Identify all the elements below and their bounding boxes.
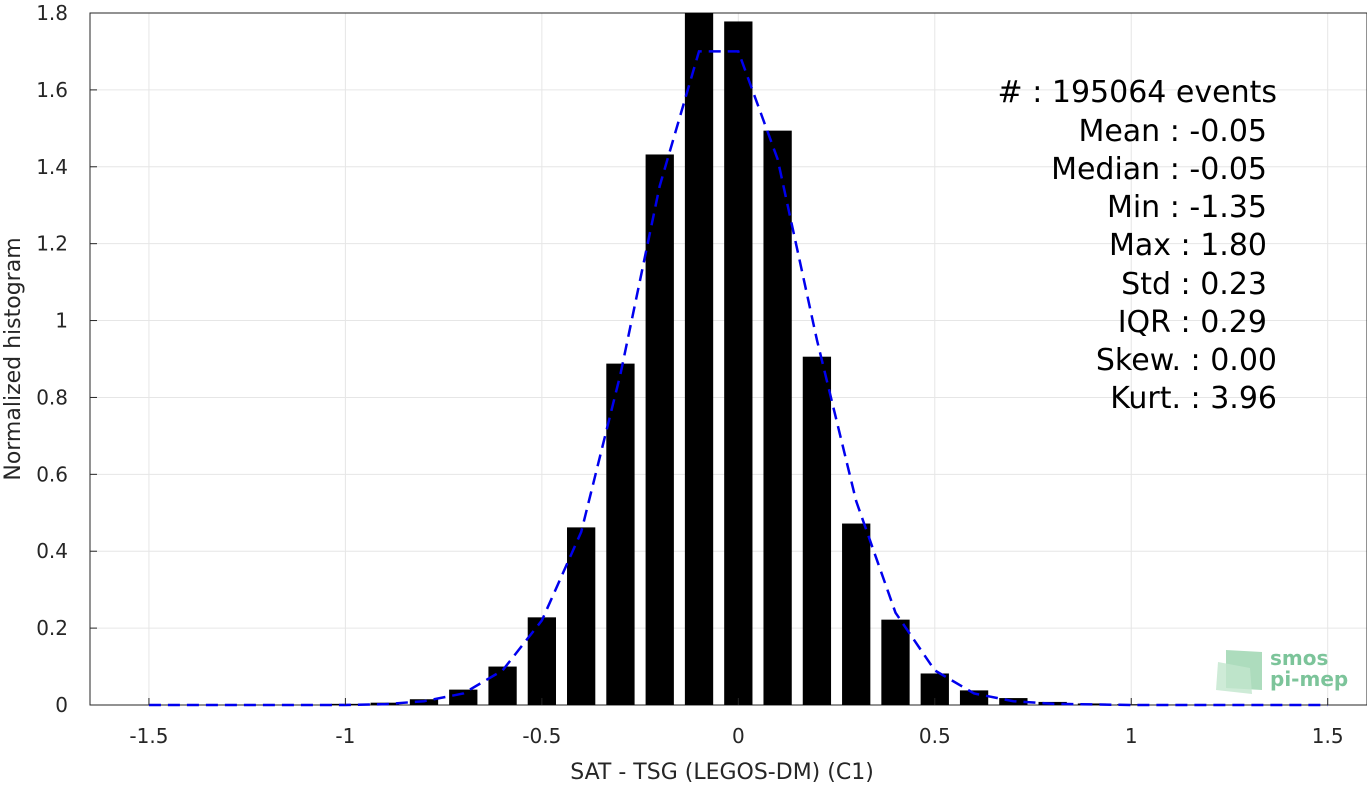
histogram-bar (763, 130, 792, 705)
histogram-bar (645, 154, 674, 705)
stat-skew: Skew. : 0.00 (1096, 343, 1277, 378)
y-tick-label: 1.4 (36, 155, 68, 179)
y-tick-label: 0.2 (36, 616, 68, 640)
fit-curve (148, 50, 1328, 707)
y-axis-ticks: 0 0.2 0.4 0.6 0.8 1 1.2 1.4 1.6 1.8 (36, 1, 97, 717)
histogram-bar (488, 666, 517, 705)
histogram-bar (527, 617, 557, 705)
stat-max: Max : 1.80 (1109, 228, 1267, 263)
y-tick-label: 0 (55, 693, 68, 717)
y-tick-label: 0.4 (36, 539, 68, 563)
stats-box: # : 195064 events Mean : -0.05 Median : … (998, 75, 1277, 416)
y-tick-label: 1.8 (36, 1, 68, 25)
y-tick-label: 0.8 (36, 385, 68, 409)
stat-std: Std : 0.23 (1121, 267, 1267, 302)
logo-text-smos: smos (1270, 646, 1328, 670)
x-tick-label: -1 (335, 724, 355, 748)
y-tick-label: 1 (55, 309, 68, 333)
y-tick-label: 1.2 (36, 232, 68, 256)
smos-pimep-logo: smos pi-mep (1216, 646, 1348, 694)
histogram-bar (449, 689, 478, 705)
stat-mean: Mean : -0.05 (1078, 114, 1267, 149)
histogram-bar (802, 356, 832, 705)
x-tick-label: 1.5 (1312, 724, 1344, 748)
histogram-bar (724, 21, 753, 706)
x-tick-label: 0 (732, 724, 745, 748)
y-axis-label: Normalized histogram (1, 237, 26, 480)
logo-text-pimep: pi-mep (1270, 667, 1348, 691)
y-tick-label: 1.6 (36, 78, 68, 102)
x-tick-label: 1 (1125, 724, 1138, 748)
stat-kurt: Kurt. : 3.96 (1110, 381, 1277, 416)
histogram-bar (684, 13, 714, 705)
y-tick-label: 0.6 (36, 462, 68, 486)
x-axis-label: SAT - TSG (LEGOS-DM) (C1) (570, 760, 874, 785)
histogram-bar (842, 523, 871, 705)
x-tick-label: -0.5 (522, 724, 561, 748)
x-tick-label: 0.5 (919, 724, 951, 748)
histogram-bars (331, 13, 1185, 706)
x-axis-ticks: -1.5 -1 -0.5 0 0.5 1 1.5 (129, 698, 1344, 748)
stat-median: Median : -0.05 (1051, 152, 1267, 187)
stat-events: # : 195064 events (998, 75, 1277, 110)
histogram-bar (606, 363, 635, 705)
histogram-bar (881, 619, 910, 705)
histogram-bar (959, 690, 989, 705)
stat-iqr: IQR : 0.29 (1118, 305, 1267, 340)
histogram-bar (567, 527, 596, 705)
x-tick-label: -1.5 (129, 724, 168, 748)
stat-min: Min : -1.35 (1107, 190, 1267, 225)
